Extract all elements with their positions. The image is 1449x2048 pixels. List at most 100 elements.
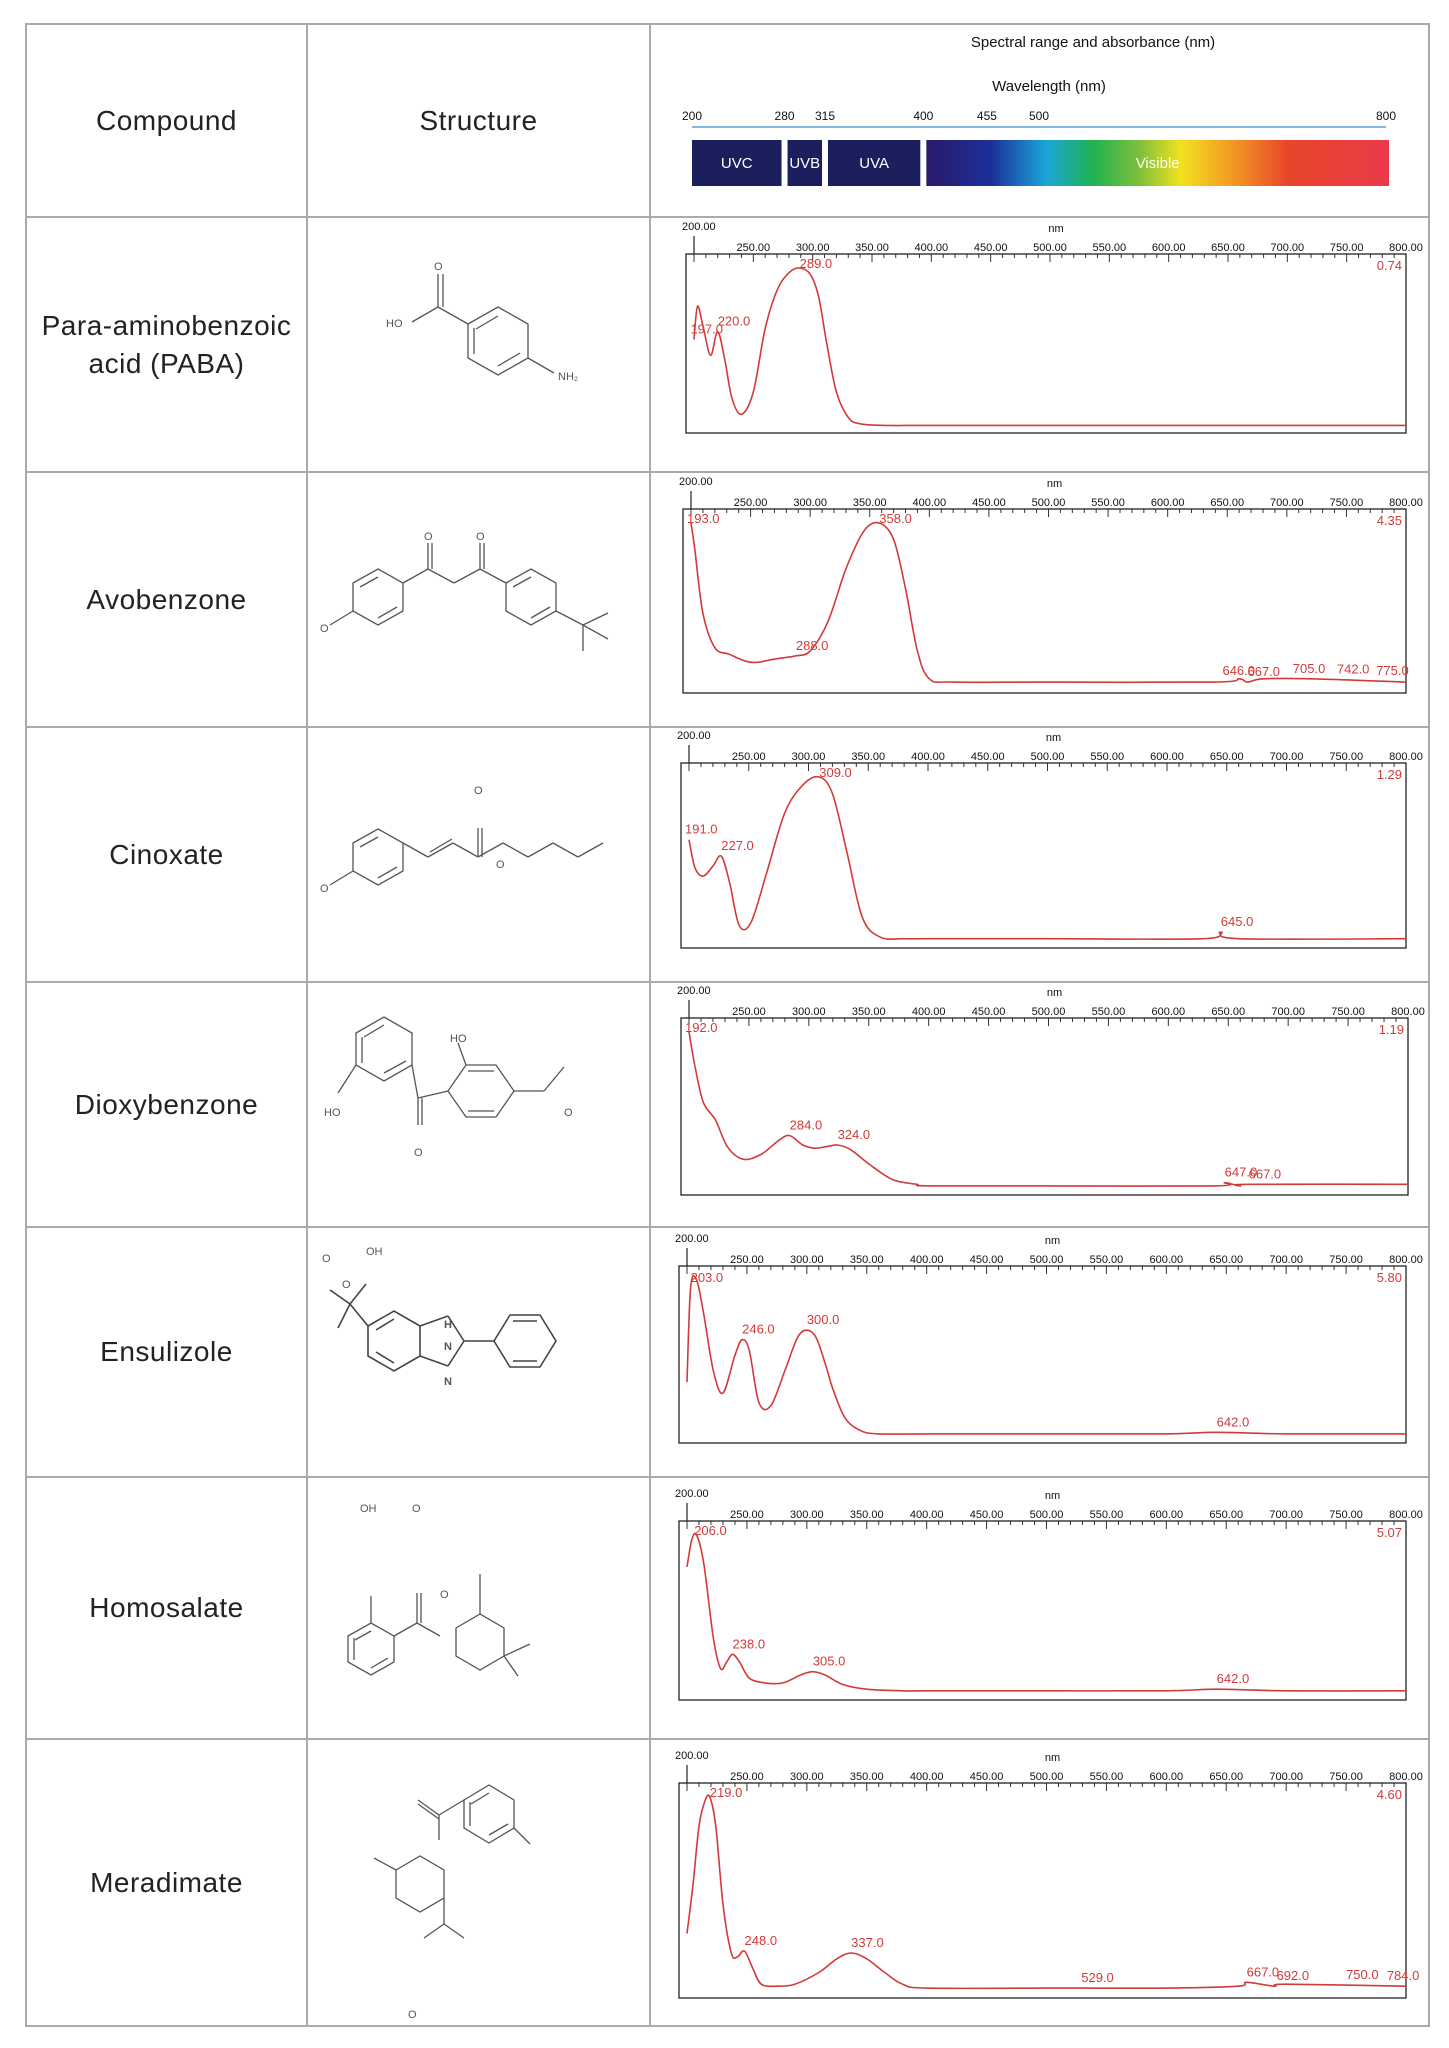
scale-tick-label: 400 bbox=[913, 109, 933, 123]
axis-unit-label: nm bbox=[1045, 1752, 1060, 1764]
axis-tick-label: 550.00 bbox=[1090, 1509, 1124, 1521]
uv-spectrum-chart: 200.00 nm 250.00 300.00 350.00 400.00 450.00 50… bbox=[675, 1488, 1423, 1701]
peak-label: 227.0 bbox=[721, 838, 754, 853]
axis-tick-label: 300.00 bbox=[790, 1509, 824, 1521]
band-uva-box bbox=[828, 140, 921, 186]
axis-tick-label: 400.00 bbox=[912, 1006, 946, 1018]
plot-frame bbox=[680, 762, 1407, 949]
atom-o: O bbox=[476, 531, 485, 543]
band-uvc-box bbox=[692, 140, 782, 186]
axis-tick-label: 500.00 bbox=[1031, 751, 1065, 763]
atom-nh2: NH₂ bbox=[558, 371, 578, 383]
axis-ticks bbox=[686, 1783, 1407, 1791]
axis-tick-label: 250.00 bbox=[732, 1006, 766, 1018]
peak-label: 238.0 bbox=[733, 1636, 766, 1651]
axis-tick-label: 650.00 bbox=[1211, 1006, 1245, 1018]
peak-label: 529.0 bbox=[1081, 1970, 1114, 1985]
axis-tick-label: 300.00 bbox=[793, 497, 827, 509]
peak-label: 324.0 bbox=[838, 1127, 871, 1142]
uv-spectrum-chart: 200.00 nm 250.00 300.00 350.00 400.00 450.00 50… bbox=[675, 1233, 1423, 1444]
axis-tick-label: 400.00 bbox=[913, 497, 947, 509]
chemical-structure-avobenzone bbox=[329, 543, 609, 651]
col-divider bbox=[649, 23, 651, 2027]
axis-tick-label: 450.00 bbox=[972, 1006, 1006, 1018]
atom-o: O bbox=[322, 1253, 331, 1265]
plot-frame bbox=[682, 508, 1407, 694]
max-absorbance-label: 1.19 bbox=[1379, 1022, 1404, 1037]
plot-frame bbox=[678, 1782, 1407, 1999]
peak-label: 705.0 bbox=[1293, 661, 1326, 676]
peak-label: 647.0 bbox=[1225, 1165, 1258, 1180]
axis-tick-label: 800.00 bbox=[1389, 1254, 1423, 1266]
axis-tick-label: 700.00 bbox=[1269, 1771, 1303, 1783]
axis-tick-label: 350.00 bbox=[855, 242, 889, 254]
peak-label: 220.0 bbox=[718, 314, 751, 329]
peak-label: 191.0 bbox=[685, 822, 718, 837]
axis-tick-label: 350.00 bbox=[850, 1509, 884, 1521]
axis-tick-label: 650.00 bbox=[1209, 1771, 1243, 1783]
axis-tick-label: 650.00 bbox=[1210, 497, 1244, 509]
peak-label: 289.0 bbox=[800, 256, 833, 271]
atom-n: N bbox=[444, 1341, 452, 1353]
axis-tick-label: 700.00 bbox=[1270, 497, 1304, 509]
scale-tick-label: 800 bbox=[1376, 109, 1396, 123]
axis-tick-label: 500.00 bbox=[1032, 1006, 1066, 1018]
axis-tick-label: 700.00 bbox=[1269, 1509, 1303, 1521]
atom-o: O bbox=[474, 785, 483, 797]
peak-label: 284.0 bbox=[790, 1118, 823, 1133]
chemical-structure-ensulizole bbox=[329, 1283, 557, 1372]
atom-n: N bbox=[444, 1376, 452, 1388]
compound-name: Cinoxate bbox=[109, 838, 224, 870]
max-absorbance-label: 0.74 bbox=[1377, 258, 1402, 273]
axis-tick-label: 450.00 bbox=[972, 497, 1006, 509]
compound-name: Ensulizole bbox=[100, 1336, 233, 1367]
axis-tick-label: 300.00 bbox=[796, 242, 830, 254]
axis-tick-label: 700.00 bbox=[1269, 1254, 1303, 1266]
axis-tick-label: 250.00 bbox=[730, 1254, 764, 1266]
peak-label: 667.0 bbox=[1247, 1964, 1280, 1979]
axis-tick-label: 400.00 bbox=[910, 1509, 944, 1521]
peak-label: 192.0 bbox=[685, 1020, 718, 1035]
col-divider bbox=[25, 23, 27, 2027]
atom-o: O bbox=[412, 1503, 421, 1515]
absorbance-curve bbox=[693, 267, 1406, 427]
chemical-structure-paba bbox=[411, 274, 555, 376]
uv-spectrum-chart: 200.00 nm 250.00 300.00 350.00 400.00 450.00 50… bbox=[675, 1750, 1423, 1999]
axis-ticks bbox=[688, 763, 1407, 771]
peak-label: 309.0 bbox=[819, 765, 852, 780]
axis-tick-label: 400.00 bbox=[910, 1254, 944, 1266]
axis-unit-label: nm bbox=[1045, 1490, 1060, 1502]
compound-name: Homosalate bbox=[89, 1592, 244, 1623]
absorbance-curve bbox=[686, 1532, 1407, 1692]
peak-label: 219.0 bbox=[710, 1785, 743, 1800]
axis-start-label: 200.00 bbox=[677, 985, 711, 997]
axis-tick-label: 300.00 bbox=[790, 1254, 824, 1266]
plot-frame bbox=[678, 1265, 1407, 1444]
peak-label: 358.0 bbox=[879, 511, 912, 526]
axis-tick-label: 800.00 bbox=[1389, 751, 1423, 763]
band-label: UVA bbox=[859, 155, 889, 172]
band-label: Visible bbox=[1136, 155, 1180, 172]
axis-tick-label: 450.00 bbox=[970, 1254, 1004, 1266]
axis-ticks bbox=[688, 1018, 1409, 1026]
band-label: UVB bbox=[789, 155, 820, 172]
axis-tick-label: 250.00 bbox=[734, 497, 768, 509]
chemical-structure-homosalate bbox=[347, 1574, 531, 1677]
axis-ticks bbox=[686, 1266, 1407, 1274]
axis-tick-label: 650.00 bbox=[1209, 1254, 1243, 1266]
axis-tick-label: 600.00 bbox=[1150, 1771, 1184, 1783]
axis-tick-label: 500.00 bbox=[1032, 497, 1066, 509]
axis-tick-label: 550.00 bbox=[1090, 1254, 1124, 1266]
axis-tick-label: 500.00 bbox=[1030, 1771, 1064, 1783]
row-divider bbox=[25, 2025, 1430, 2027]
absorbance-curve bbox=[688, 1031, 1409, 1187]
plot-frame bbox=[678, 1520, 1407, 1701]
axis-tick-label: 800.00 bbox=[1389, 497, 1423, 509]
axis-tick-label: 750.00 bbox=[1329, 1254, 1363, 1266]
scale-tick-label: 500 bbox=[1029, 109, 1049, 123]
row-divider bbox=[25, 471, 1430, 473]
peak-label: 692.0 bbox=[1277, 1968, 1310, 1983]
scale-tick-label: 315 bbox=[815, 109, 835, 123]
compound-name: Para-aminobenzoic acid (PABA) bbox=[41, 309, 292, 379]
scale-tick-label: 455 bbox=[977, 109, 997, 123]
